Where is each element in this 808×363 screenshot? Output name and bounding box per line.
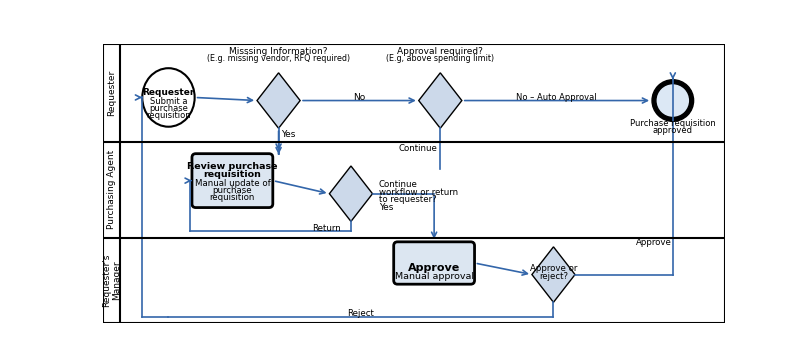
- Text: Approve: Approve: [408, 262, 461, 273]
- Text: to requester?: to requester?: [379, 195, 436, 204]
- Text: Approve or: Approve or: [530, 264, 577, 273]
- Text: No – Auto Approval: No – Auto Approval: [516, 93, 597, 102]
- Text: approved: approved: [653, 126, 692, 135]
- Text: Requester's
Manager: Requester's Manager: [102, 254, 121, 307]
- Text: Review purchase: Review purchase: [187, 162, 278, 171]
- Text: Approve: Approve: [636, 238, 671, 247]
- Text: Approval required?: Approval required?: [398, 47, 483, 56]
- Ellipse shape: [142, 68, 195, 127]
- Text: (E.g, above spending limit): (E.g, above spending limit): [386, 54, 494, 64]
- Text: Manual approval: Manual approval: [394, 272, 473, 281]
- Text: purchase: purchase: [149, 104, 188, 113]
- Text: Yes: Yes: [379, 203, 393, 212]
- Text: requisition: requisition: [210, 193, 255, 202]
- Text: requisition: requisition: [146, 111, 191, 120]
- Text: workflow or return: workflow or return: [379, 188, 458, 197]
- Text: Requester: Requester: [142, 88, 195, 97]
- Text: Submit a: Submit a: [149, 97, 187, 106]
- Polygon shape: [330, 166, 372, 221]
- Text: Yes: Yes: [281, 130, 295, 139]
- Text: Manual update of: Manual update of: [195, 179, 270, 188]
- Ellipse shape: [652, 80, 693, 121]
- Text: (E.g. missing vendor, RFQ required): (E.g. missing vendor, RFQ required): [207, 54, 350, 64]
- Text: No: No: [353, 93, 365, 102]
- FancyBboxPatch shape: [192, 154, 273, 208]
- Text: Purchasing Agent: Purchasing Agent: [107, 150, 116, 229]
- Text: Continue: Continue: [379, 180, 418, 189]
- Text: Requester: Requester: [107, 70, 116, 116]
- Text: Purchase requisition: Purchase requisition: [630, 119, 716, 128]
- Text: Misssing Information?: Misssing Information?: [229, 47, 328, 56]
- Text: Continue: Continue: [398, 144, 437, 153]
- Polygon shape: [257, 73, 300, 128]
- Text: reject?: reject?: [539, 272, 568, 281]
- Text: requisition: requisition: [204, 170, 261, 179]
- Polygon shape: [419, 73, 462, 128]
- Text: Return: Return: [313, 224, 341, 233]
- FancyBboxPatch shape: [393, 242, 474, 284]
- Text: Reject: Reject: [347, 309, 374, 318]
- Text: purchase: purchase: [213, 186, 252, 195]
- Polygon shape: [532, 247, 575, 302]
- Ellipse shape: [656, 83, 690, 118]
